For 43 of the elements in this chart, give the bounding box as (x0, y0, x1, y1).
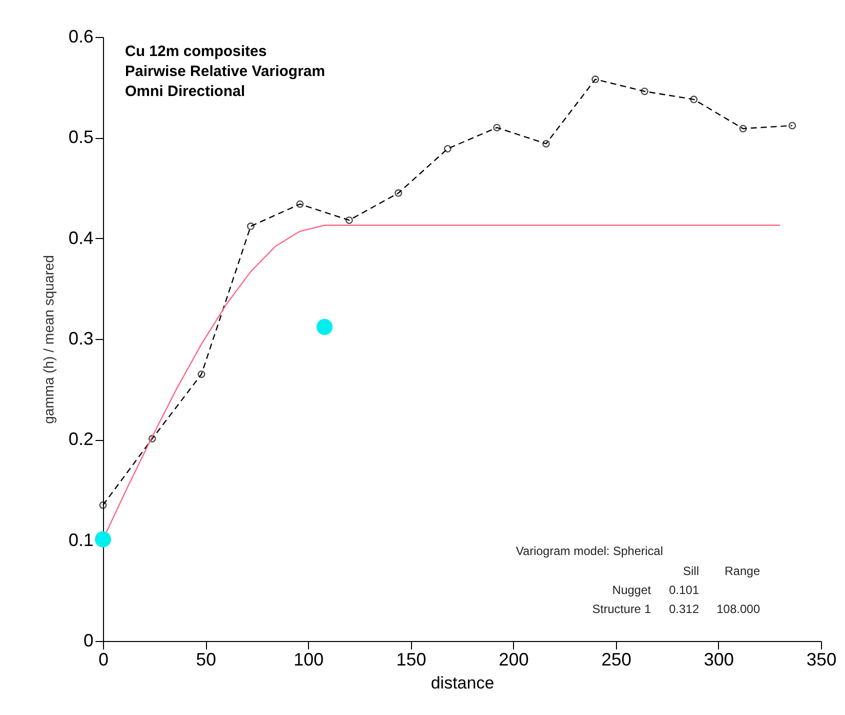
point (493, 124, 501, 132)
y-tick-label: 0.5 (68, 127, 94, 148)
point (99, 501, 107, 509)
point (592, 76, 600, 84)
point (640, 88, 648, 96)
x-tick-label: 350 (806, 650, 837, 670)
point (296, 200, 304, 208)
annotation: Sill (682, 564, 699, 578)
annotation: Structure 1 (592, 602, 652, 616)
annotation: 0.101 (668, 583, 700, 597)
x-tick-label: 250 (601, 650, 632, 670)
y-tick-label: 0.2 (68, 429, 94, 450)
annotation: 108.000 (716, 602, 760, 616)
y-axis-title: gamma (h) / mean squared (40, 255, 56, 424)
point (94, 531, 112, 548)
point (316, 318, 333, 335)
x-tick-label: 150 (396, 650, 426, 670)
point (198, 370, 206, 378)
text: Cu 12m composites Pairwise Relative Variogram Omni Directional (125, 43, 326, 100)
point (394, 189, 402, 197)
annotation: Variogram model: Spherical (516, 544, 663, 558)
annotation: Range (724, 564, 760, 578)
y-tick-label: 0.4 (68, 228, 94, 248)
point (246, 222, 254, 230)
x-tick-label: 0 (98, 650, 109, 670)
point (788, 122, 796, 130)
annotation: Nugget (612, 583, 652, 597)
y-tick-label: 0.6 (68, 26, 94, 46)
point (690, 96, 698, 104)
point (345, 216, 353, 224)
y-tick-label: 0 (83, 630, 94, 650)
point (739, 124, 747, 132)
annotation: 0.312 (668, 602, 700, 616)
x-tick-label: 100 (294, 650, 324, 670)
x-tick-label: 50 (196, 650, 216, 670)
point (542, 140, 550, 148)
x-axis-title: distance (430, 674, 494, 692)
y-tick-label: 0.3 (68, 328, 94, 348)
y-tick-label: 0.1 (68, 530, 94, 550)
x-tick-label: 200 (498, 650, 529, 670)
point (444, 144, 452, 152)
x-tick-label: 300 (704, 650, 734, 670)
point (148, 434, 156, 442)
